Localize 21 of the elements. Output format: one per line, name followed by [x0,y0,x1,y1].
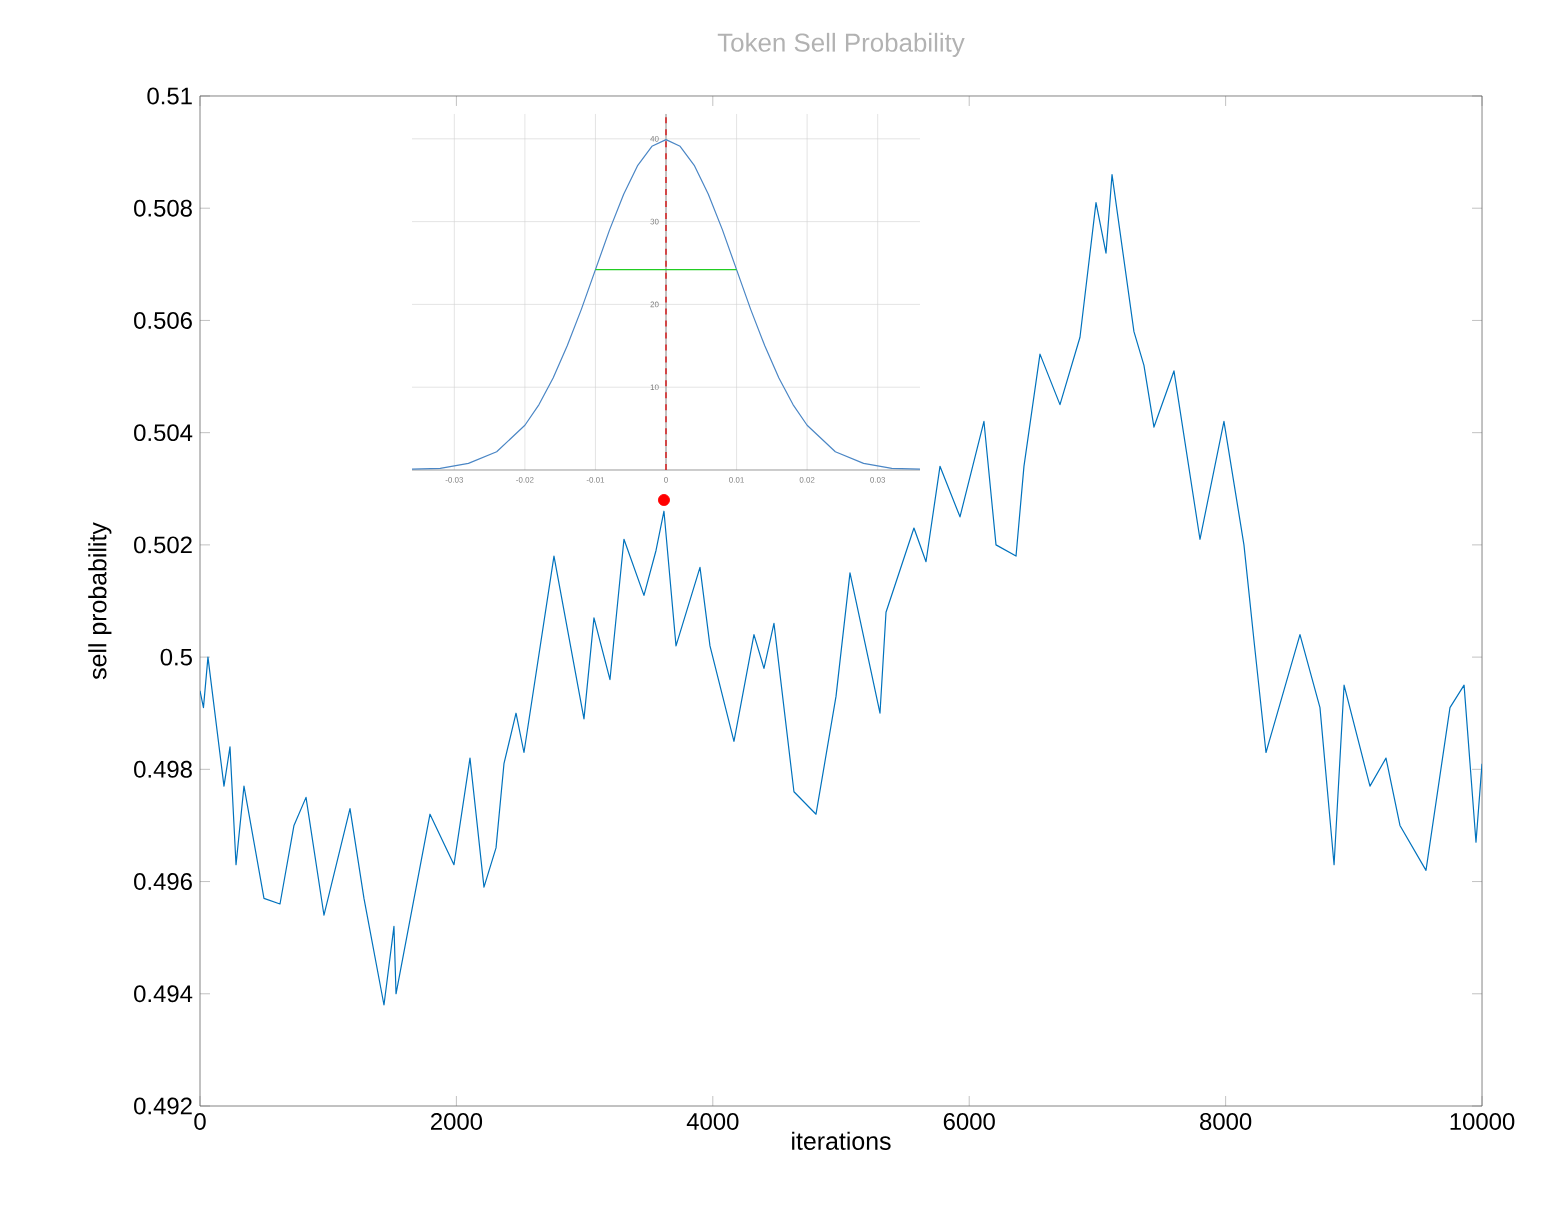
y-tick-label: 0.5 [160,648,192,666]
x-tick-label: 0 [194,1113,206,1130]
y-tick-label: 0.494 [134,985,193,1003]
y-tick-label: 0.498 [134,760,192,778]
y-tick-label: 0.492 [134,1097,192,1115]
x-tick-label: 8000 [1200,1113,1252,1130]
y-tick-label: 0.506 [134,311,192,329]
x-axis-title: iterations [792,1131,891,1150]
y-tick-label: 0.502 [134,536,192,554]
chart-title: Token Sell Probability [717,32,965,57]
line-series [200,173,1483,1006]
x-tick-label: 6000 [943,1113,995,1130]
x-tick-label: 2000 [431,1113,483,1130]
x-tick-label: 4000 [686,1113,739,1130]
y-tick-label: 0.496 [134,873,192,890]
y-tick-label: 0.51 [147,87,192,105]
x-tick-label: 10000 [1450,1113,1515,1130]
y-axis-title: sell probability [88,522,112,680]
y-tick-label: 0.504 [134,424,193,442]
line-series [412,139,920,470]
y-tick-label: 0.508 [134,199,192,217]
